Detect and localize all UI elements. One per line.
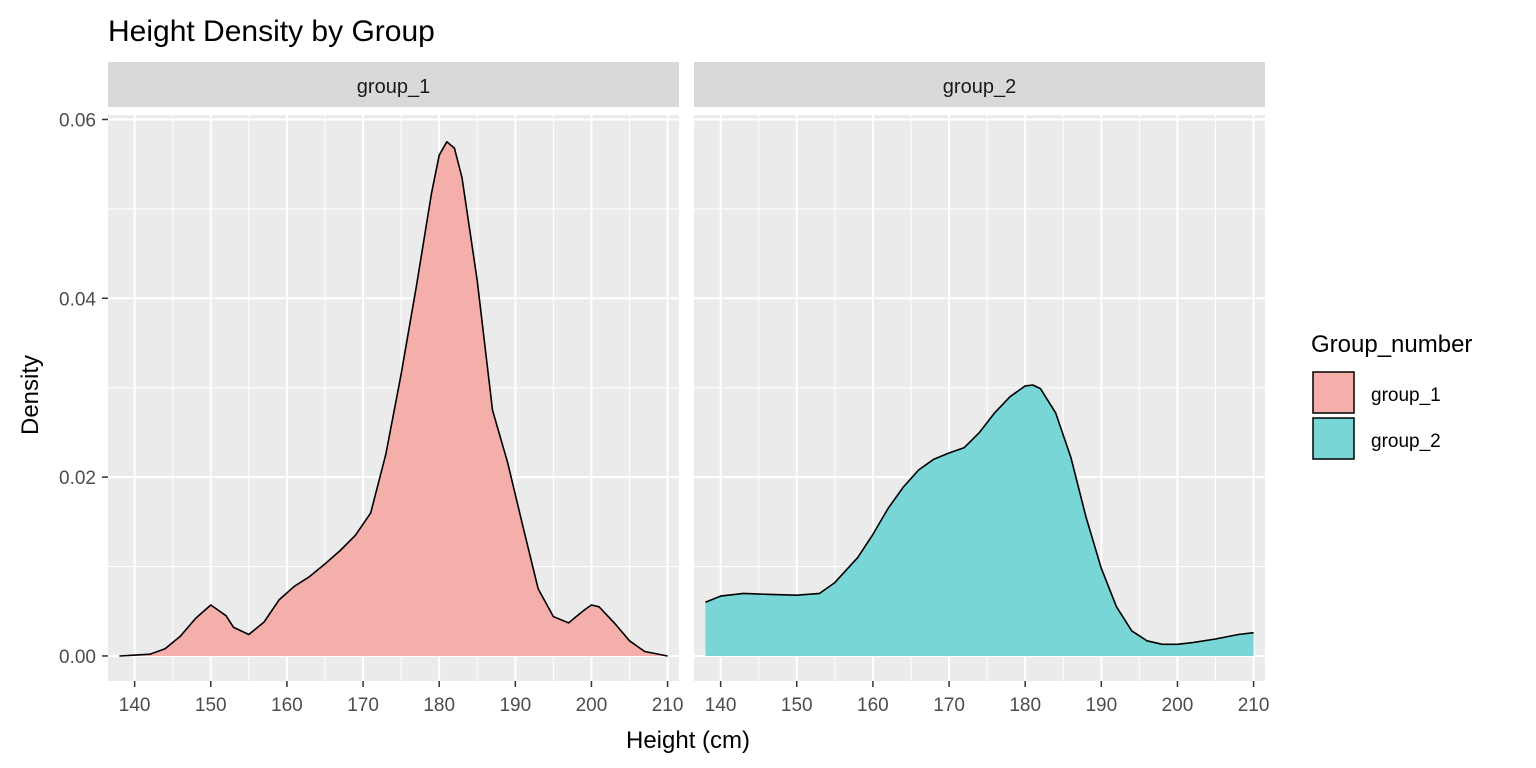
y-tick-label: 0.06 <box>59 110 96 131</box>
x-tick-label: 150 <box>195 695 227 716</box>
y-tick-label: 0.04 <box>59 289 96 310</box>
facet-strip-label: group_2 <box>943 76 1016 98</box>
x-tick-label: 170 <box>347 695 379 716</box>
facet-strip <box>694 62 1265 107</box>
density-line-group_2 <box>705 384 1254 646</box>
x-tick-label: 190 <box>499 695 531 716</box>
x-axis-title: Height (cm) <box>626 727 750 754</box>
facet-strip-label: group_1 <box>357 76 430 98</box>
x-tick-label: 210 <box>652 695 684 716</box>
panel-group_2: group_2 140 150 160 170 180 190 200 210 <box>694 62 1269 716</box>
legend-title: Group_number <box>1311 331 1472 358</box>
x-tick-label: 190 <box>1085 695 1117 716</box>
x-tick-label: 180 <box>1009 695 1041 716</box>
y-tick-label: 0.00 <box>59 647 96 668</box>
x-tick-label: 210 <box>1238 695 1270 716</box>
x-tick-label: 160 <box>271 695 303 716</box>
x-tick-label: 180 <box>423 695 455 716</box>
legend-label-group_2: group_2 <box>1371 431 1441 452</box>
legend: Group_number group_1 group_2 <box>1311 331 1472 460</box>
y-axis-title: Density <box>17 355 44 435</box>
legend-key-group_1 <box>1312 371 1355 414</box>
density-area-group_2 <box>705 385 1254 656</box>
chart-title: Height Density by Group <box>108 15 435 48</box>
x-tick-label: 150 <box>781 695 813 716</box>
density-area-group_1 <box>119 141 668 657</box>
x-tick-label: 200 <box>1162 695 1194 716</box>
x-tick-label: 170 <box>933 695 965 716</box>
x-tick-label: 200 <box>576 695 608 716</box>
density-line-group_1 <box>119 141 668 657</box>
facet-panels: group_1 140 150 160 170 180 190 200 210 0.00 0.02 0… <box>59 62 1269 716</box>
x-tick-label: 160 <box>857 695 889 716</box>
y-tick-label: 0.02 <box>59 468 96 489</box>
x-tick-label: 140 <box>119 695 151 716</box>
legend-label-group_1: group_1 <box>1371 385 1441 406</box>
x-tick-label: 140 <box>705 695 737 716</box>
facet-strip <box>108 62 679 107</box>
legend-key-group_2 <box>1312 417 1355 460</box>
panel-group_1: group_1 140 150 160 170 180 190 200 210 0.00 0.02 0… <box>59 62 683 716</box>
